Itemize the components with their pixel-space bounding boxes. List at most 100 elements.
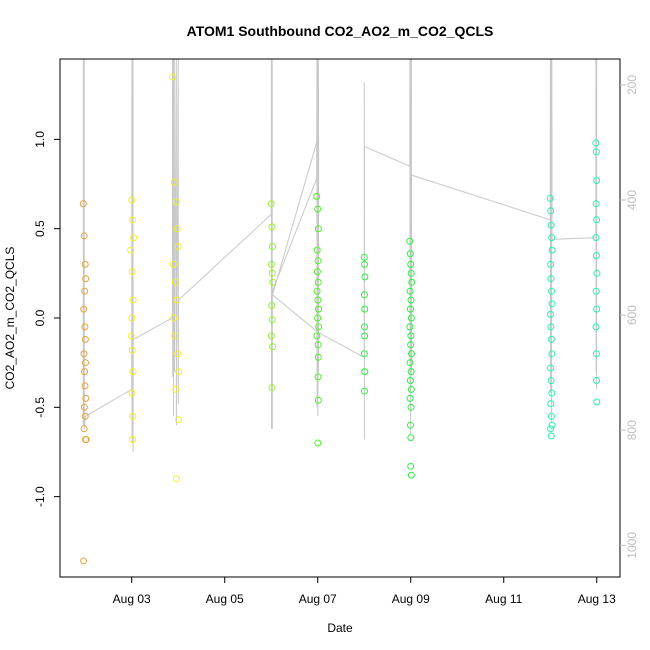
point-s2-8 xyxy=(267,332,275,340)
point-s1-2 xyxy=(130,234,138,242)
point-s0-7 xyxy=(81,335,89,343)
point-s5-3 xyxy=(548,234,556,242)
point-s4-32 xyxy=(407,471,415,479)
point-s5-24 xyxy=(592,200,600,208)
y-tick-label-3: 0.5 xyxy=(33,220,47,237)
point-s3-11 xyxy=(315,323,323,331)
point-s5-19 xyxy=(547,425,555,433)
point-s5-23 xyxy=(593,177,601,184)
y-tick-label-2: 0.0 xyxy=(33,309,47,326)
point-s5-16 xyxy=(547,400,555,408)
point-s2-1 xyxy=(268,223,276,231)
point-s1-19 xyxy=(171,278,179,286)
point-s5-0 xyxy=(546,194,554,202)
x-tick-label-3: Aug 09 xyxy=(392,592,430,606)
point-s5-25 xyxy=(593,216,601,224)
point-s4-2 xyxy=(361,273,369,281)
point-s4-28 xyxy=(407,403,415,411)
point-s5-9 xyxy=(546,310,554,318)
point-s1-27 xyxy=(172,475,180,483)
point-s4-16 xyxy=(407,296,415,304)
y-tick-label-4: 1.0 xyxy=(33,131,47,148)
y2-tick-label-0: 200 xyxy=(625,75,639,95)
point-s1-17 xyxy=(174,243,182,251)
point-s0-17 xyxy=(82,436,90,443)
y2-tick-label-3: 800 xyxy=(625,420,639,440)
point-s4-5 xyxy=(361,323,368,331)
point-s5-21 xyxy=(592,139,600,147)
x-tick-label-2: Aug 07 xyxy=(299,592,337,606)
point-s3-5 xyxy=(313,268,321,276)
point-s4-22 xyxy=(408,350,415,358)
point-s2-5 xyxy=(269,278,277,286)
point-s0-4 xyxy=(81,287,89,295)
point-s4-30 xyxy=(407,434,415,442)
data-points xyxy=(79,73,601,565)
point-s5-6 xyxy=(547,275,555,283)
point-s5-15 xyxy=(548,389,556,397)
point-s3-16 xyxy=(314,396,322,404)
y-tick-label-1: -0.5 xyxy=(33,397,47,418)
point-s3-4 xyxy=(314,257,322,265)
point-s0-0 xyxy=(79,200,87,208)
point-s4-0 xyxy=(360,253,368,261)
point-s5-8 xyxy=(548,300,556,308)
point-s5-32 xyxy=(592,350,600,358)
point-s2-2 xyxy=(269,243,276,251)
point-s4-11 xyxy=(406,250,414,258)
point-s5-4 xyxy=(548,246,556,254)
point-s4-21 xyxy=(407,341,415,349)
point-s1-24 xyxy=(175,368,183,376)
point-s4-17 xyxy=(406,305,414,313)
y2-tick-label-1: 400 xyxy=(625,190,639,210)
point-s5-14 xyxy=(547,377,555,384)
point-s3-9 xyxy=(315,305,322,313)
point-s5-33 xyxy=(593,377,600,384)
x-tick-label-1: Aug 05 xyxy=(206,592,244,606)
point-s3-8 xyxy=(314,296,322,304)
point-s1-1 xyxy=(129,216,137,224)
point-s4-20 xyxy=(407,332,415,340)
y2-tick-label-4: 1000 xyxy=(625,532,639,559)
point-s1-13 xyxy=(168,73,176,81)
point-s5-13 xyxy=(547,364,554,372)
point-s4-25 xyxy=(406,377,414,384)
point-s2-4 xyxy=(268,269,276,277)
point-s2-7 xyxy=(268,316,276,324)
point-s4-29 xyxy=(407,421,414,429)
point-s4-27 xyxy=(406,394,414,402)
point-s1-5 xyxy=(129,296,137,304)
point-s5-7 xyxy=(548,287,555,295)
point-s1-21 xyxy=(170,314,178,322)
point-s1-16 xyxy=(173,225,181,233)
point-s4-8 xyxy=(361,368,369,376)
point-s5-2 xyxy=(547,221,555,229)
point-s1-15 xyxy=(172,198,180,206)
point-s4-10 xyxy=(406,237,414,245)
x-tick-label-0: Aug 03 xyxy=(113,592,151,606)
point-s1-22 xyxy=(171,332,179,340)
point-s5-20 xyxy=(547,432,555,440)
point-s1-11 xyxy=(129,412,137,420)
point-s1-6 xyxy=(128,314,136,322)
plot-frame xyxy=(59,58,621,578)
point-s0-2 xyxy=(81,260,89,268)
x-axis-label: Date xyxy=(327,621,353,635)
point-s4-14 xyxy=(408,278,416,286)
y-axis: -1.0 -0.5 0.0 0.5 1.0 xyxy=(33,131,60,507)
point-s1-0 xyxy=(128,196,136,204)
point-s1-12 xyxy=(129,436,136,443)
y2-axis: 200 400 600 800 1000 xyxy=(620,75,639,559)
point-s4-19 xyxy=(406,323,414,331)
point-s3-0 xyxy=(313,193,321,200)
point-s4-26 xyxy=(407,385,415,393)
point-s0-14 xyxy=(81,412,89,420)
point-s0-11 xyxy=(81,382,89,390)
point-s2-9 xyxy=(269,343,277,351)
point-s3-1 xyxy=(314,205,322,213)
point-s1-4 xyxy=(128,268,136,276)
point-s2-0 xyxy=(267,200,275,208)
y-tick-label-0: -1.0 xyxy=(33,486,47,507)
point-s1-3 xyxy=(127,246,135,254)
